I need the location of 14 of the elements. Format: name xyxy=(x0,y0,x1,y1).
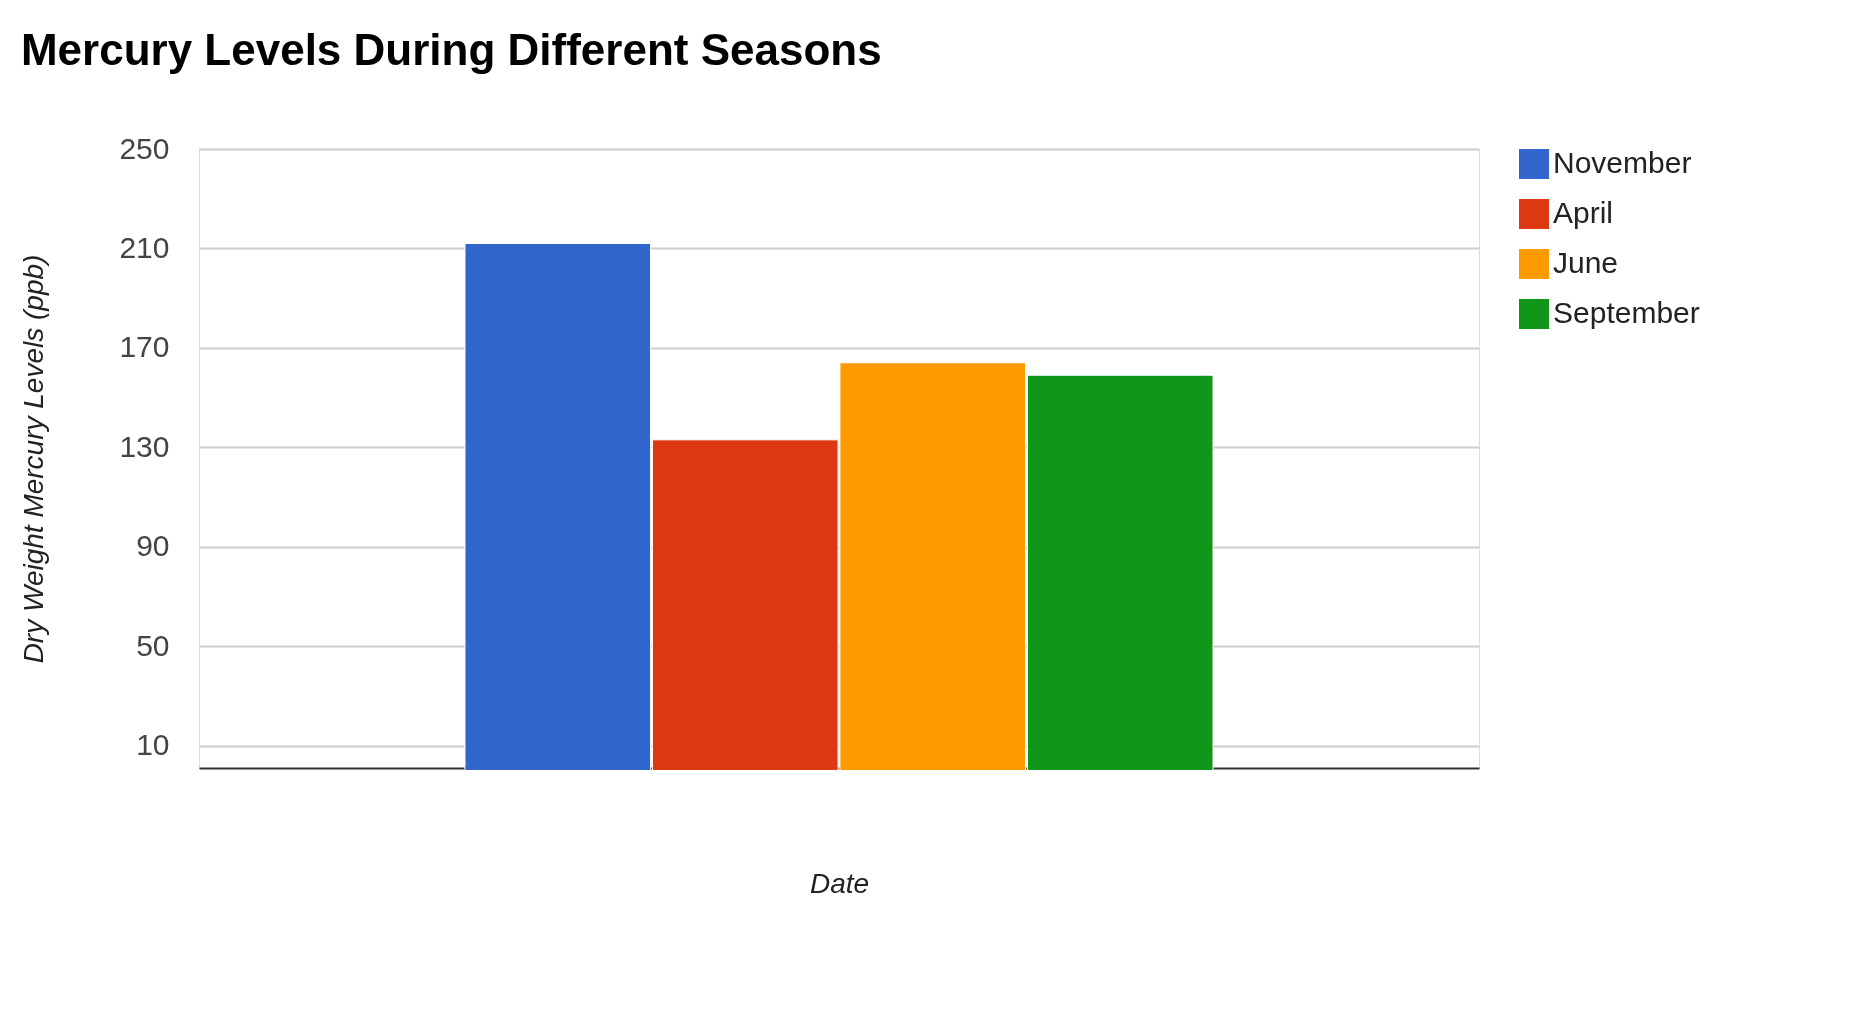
y-tick-label: 130 xyxy=(119,429,170,463)
chart-title: Mercury Levels During Different Seasons xyxy=(20,25,882,74)
legend-label: September xyxy=(1553,296,1700,329)
y-tick-label: 250 xyxy=(119,131,170,165)
y-axis-title: Dry Weight Mercury Levels (ppb) xyxy=(18,254,50,664)
x-axis-title: Date xyxy=(809,867,870,899)
legend-label: June xyxy=(1553,246,1619,279)
legend-label: April xyxy=(1553,196,1614,229)
y-tick-label: 10 xyxy=(136,728,170,762)
y-tick-label: 210 xyxy=(119,230,170,264)
y-tick-label: 50 xyxy=(136,628,170,662)
y-tick-label: 90 xyxy=(136,529,170,563)
legend-label: November xyxy=(1553,146,1692,179)
y-tick-label: 170 xyxy=(119,330,170,364)
